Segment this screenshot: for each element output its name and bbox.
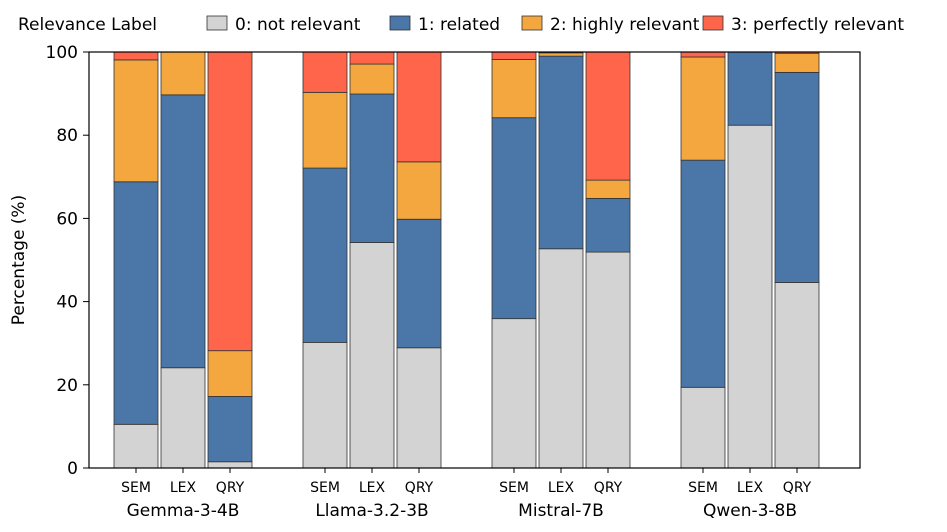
x-tick-label: SEM [121, 480, 151, 496]
bar-segment-perfectly-relevant [302, 51, 348, 93]
bar-segment-related [207, 396, 253, 463]
bar-segment-related [349, 93, 395, 243]
bar-segment-related [538, 55, 584, 250]
bar-segment-related [727, 51, 773, 126]
bar-segment-not-relevant [727, 124, 773, 469]
bar-segment-not-relevant [207, 461, 253, 469]
x-tick-label: SEM [688, 480, 718, 496]
axes: SEM LEX QRY Gemma-3-4B SEM LEX QRY Llama-3.2-3B… [46, 43, 861, 521]
y-axis-label: Percentage (%) [9, 195, 29, 325]
bar-segment-highly-relevant [349, 63, 395, 95]
bar-segment-perfectly-relevant [680, 51, 726, 58]
bar-segment-highly-relevant [207, 350, 253, 397]
bar-segment-related [396, 218, 442, 349]
bar-segment-related [160, 94, 206, 369]
legend-label-not-relevant: 0: not relevant [235, 15, 361, 35]
bar-segment-perfectly-relevant [349, 51, 395, 65]
x-tick-label: SEM [310, 480, 340, 496]
legend-swatch-highly-relevant [521, 15, 543, 31]
bar-segment-not-relevant [302, 341, 348, 469]
bar-segment-not-relevant [396, 347, 442, 469]
bar-segment-not-relevant [160, 367, 206, 469]
legend: Relevance Label 0: not relevant 1: relate… [18, 15, 904, 35]
group-label: Qwen-3-8B [703, 501, 797, 521]
x-tick-label: QRY [594, 480, 623, 496]
bar-segment-related [774, 71, 820, 283]
legend-swatch-perfectly-relevant [702, 15, 724, 31]
bar-segment-not-relevant [774, 282, 820, 469]
group-label: Llama-3.2-3B [315, 501, 428, 521]
bar-segment-not-relevant [680, 386, 726, 469]
bar-segment-highly-relevant [774, 52, 820, 73]
legend-title: Relevance Label [18, 15, 157, 35]
bar-segment-highly-relevant [113, 59, 159, 183]
x-tick-label: QRY [216, 480, 245, 496]
bar-segment-perfectly-relevant [585, 51, 631, 181]
bar-segment-perfectly-relevant [396, 51, 442, 163]
y-tick-label: 80 [56, 126, 78, 146]
y-tick-label: 100 [46, 43, 78, 63]
bar-segment-highly-relevant [538, 52, 584, 57]
bar-segment-not-relevant [349, 242, 395, 469]
bars-layer [113, 51, 820, 469]
bar-segment-related [491, 117, 537, 320]
bar-segment-not-relevant [585, 251, 631, 469]
bar-segment-highly-relevant [585, 179, 631, 199]
group-label: Mistral-7B [518, 501, 604, 521]
y-tick-label: 0 [67, 459, 78, 479]
x-tick-label: QRY [783, 480, 812, 496]
bar-segment-related [585, 198, 631, 253]
group-label: Gemma-3-4B [127, 501, 240, 521]
bar-segment-related [680, 159, 726, 388]
legend-label-perfectly-relevant: 3: perfectly relevant [731, 15, 904, 35]
bar-segment-highly-relevant [302, 91, 348, 169]
x-tick-label: LEX [548, 480, 575, 496]
plot-frame [88, 51, 861, 469]
bar-segment-highly-relevant [680, 56, 726, 161]
bar-segment-perfectly-relevant [207, 51, 253, 352]
bar-segment-perfectly-relevant [491, 51, 537, 60]
y-tick-label: 40 [56, 293, 78, 313]
x-tick-label: SEM [499, 480, 529, 496]
legend-swatch-related [389, 15, 411, 31]
x-tick-label: LEX [170, 480, 197, 496]
bar-segment-highly-relevant [491, 59, 537, 119]
bar-segment-not-relevant [113, 423, 159, 469]
bar-segment-highly-relevant [160, 51, 206, 96]
bar-segment-not-relevant [538, 248, 584, 469]
legend-label-related: 1: related [418, 15, 500, 35]
bar-segment-related [113, 181, 159, 425]
x-tick-label: LEX [359, 480, 386, 496]
bar-segment-related [302, 167, 348, 343]
x-tick-label: LEX [737, 480, 764, 496]
bar-segment-highly-relevant [396, 161, 442, 220]
legend-label-highly-relevant: 2: highly relevant [550, 15, 700, 35]
y-tick-label: 60 [56, 209, 78, 229]
bar-segment-perfectly-relevant [113, 51, 159, 61]
bar-segment-not-relevant [491, 318, 537, 469]
y-tick-label: 20 [56, 376, 78, 396]
legend-swatch-not-relevant [206, 15, 228, 31]
x-tick-label: QRY [405, 480, 434, 496]
